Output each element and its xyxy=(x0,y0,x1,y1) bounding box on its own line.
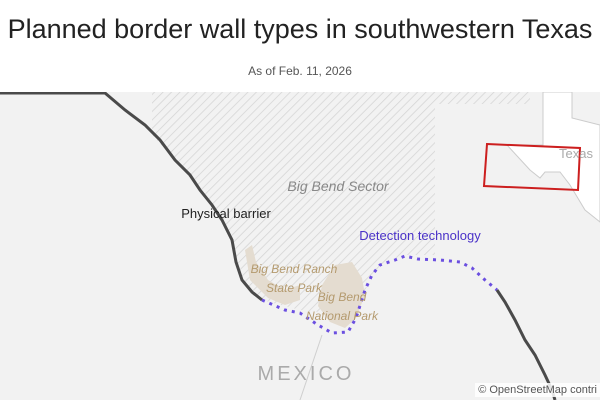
big-bend-sector-area xyxy=(152,92,435,315)
map-canvas[interactable]: Texas Big Bend Sector Physical barrier D… xyxy=(0,92,600,400)
big-bend-national-park xyxy=(318,262,365,328)
texas-locator-inset xyxy=(482,92,600,223)
road-line xyxy=(299,334,323,400)
big-bend-ranch-park xyxy=(245,245,300,305)
detection-technology-line xyxy=(261,254,498,335)
map-title: Planned border wall types in southwester… xyxy=(7,14,593,44)
sector-area-strip xyxy=(435,92,530,104)
inset-state-label: Texas xyxy=(559,146,593,161)
ranch-park-label-line1: Big Bend Ranch xyxy=(251,262,338,276)
national-park-label-line1: Big Bend xyxy=(318,290,367,304)
sector-label: Big Bend Sector xyxy=(287,178,390,194)
detection-technology-label: Detection technology xyxy=(359,228,481,243)
physical-barrier-label: Physical barrier xyxy=(181,206,271,221)
inset-extent-box xyxy=(482,142,582,192)
map-subtitle: As of Feb. 11, 2026 xyxy=(248,64,352,78)
country-label-mexico: MEXICO xyxy=(258,363,355,385)
map-attribution[interactable]: © OpenStreetMap contri xyxy=(475,383,600,397)
ranch-park-label-line2: State Park xyxy=(266,281,323,295)
physical-barrier-line-west xyxy=(0,92,263,302)
national-park-label-line2: National Park xyxy=(306,309,379,323)
